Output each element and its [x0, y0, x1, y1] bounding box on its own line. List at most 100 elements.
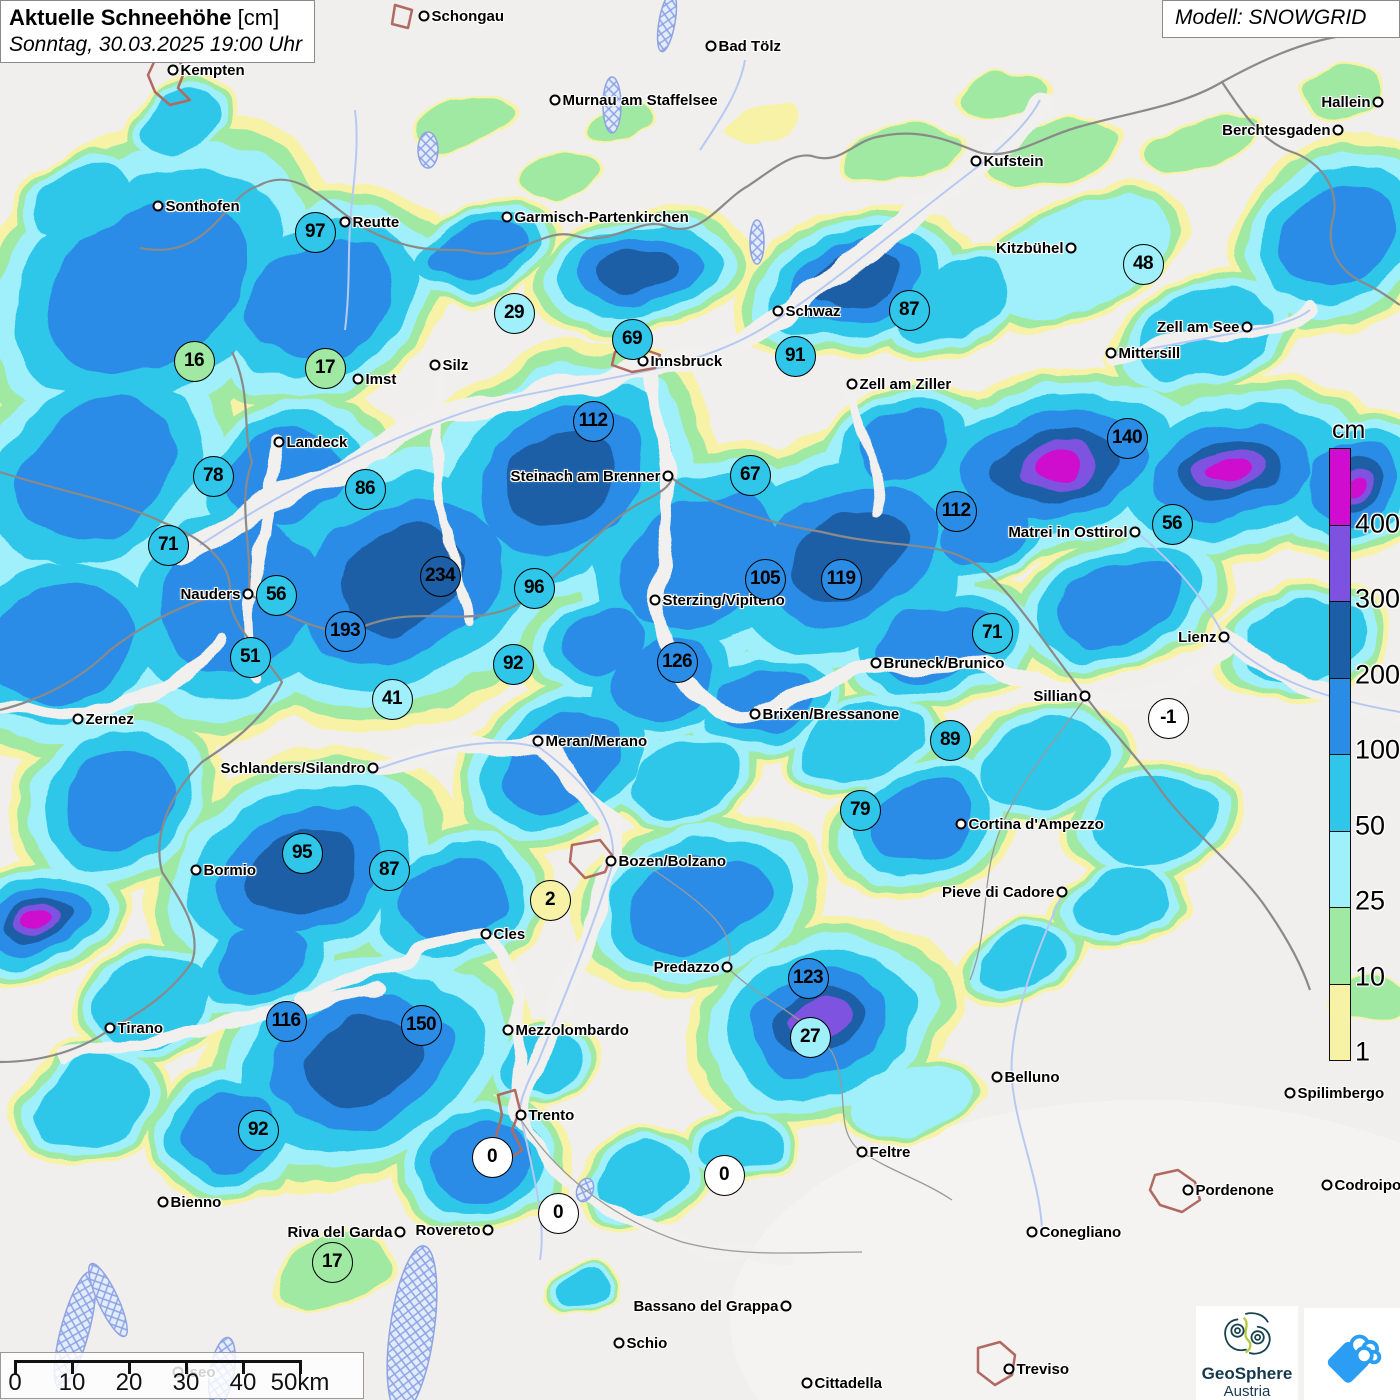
city-marker: Cortina d'Ampezzo — [955, 816, 1104, 833]
scale-bar-line — [15, 1360, 300, 1363]
city-marker: Cles — [480, 926, 525, 943]
city-label: Pordenone — [1195, 1181, 1274, 1199]
city-label: Murnau am Staffelsee — [562, 91, 718, 109]
station-snow-depth-bubble: 87 — [368, 849, 410, 891]
city-label: Rovereto — [415, 1221, 481, 1239]
legend-tick-label: 300 — [1355, 583, 1400, 614]
city-dot-icon — [1079, 690, 1091, 702]
city-marker: Steinach am Brenner — [510, 468, 674, 485]
city-dot-icon — [157, 1196, 169, 1208]
legend-tick-label: 100 — [1355, 734, 1400, 765]
city-dot-icon — [367, 762, 379, 774]
city-label: Bruneck/Brunico — [883, 654, 1005, 672]
city-label: Bozen/Bolzano — [618, 852, 727, 870]
legend-tick-label: 1 — [1355, 1036, 1371, 1067]
city-label: Predazzo — [653, 958, 720, 976]
legend-tick-label: 10 — [1355, 961, 1386, 991]
city-dot-icon — [1372, 96, 1384, 108]
city-marker: Meran/Merano — [532, 733, 647, 750]
station-snow-depth-bubble: 112 — [572, 400, 614, 442]
legend-colorbar — [1329, 448, 1351, 1061]
city-dot-icon — [955, 818, 967, 830]
city-marker: Rovereto — [415, 1222, 494, 1239]
city-label: Riva del Garda — [287, 1223, 393, 1241]
city-label: Conegliano — [1039, 1223, 1122, 1241]
city-marker: Sterzing/Vipiteno — [649, 592, 785, 609]
city-dot-icon — [242, 588, 254, 600]
station-snow-depth-bubble: 193 — [324, 610, 366, 652]
city-label: Tirano — [117, 1019, 164, 1037]
city-marker: Garmisch-Partenkirchen — [501, 209, 689, 226]
city-label: Codroipo — [1334, 1176, 1400, 1194]
station-snow-depth-bubble: 86 — [344, 468, 386, 510]
city-label: Schio — [626, 1334, 668, 1352]
legend-segment — [1330, 754, 1350, 831]
city-dot-icon — [167, 64, 179, 76]
station-snow-depth-bubble: 91 — [774, 335, 816, 377]
geosphere-logo-text: GeoSphere — [1201, 1364, 1293, 1383]
mountain-cloud-icon — [1327, 1334, 1382, 1383]
station-snow-depth-bubble: 71 — [971, 612, 1013, 654]
legend-segment — [1330, 601, 1350, 678]
city-marker: Reutte — [339, 214, 399, 231]
city-marker: Brixen/Bressanone — [749, 706, 899, 723]
scale-tick-label: 10 — [58, 1369, 86, 1396]
city-label: Berchtesgaden — [1222, 121, 1331, 139]
station-snow-depth-bubble: 92 — [492, 643, 534, 685]
city-label: Bormio — [203, 861, 257, 879]
legend-tick-label: 50 — [1355, 810, 1386, 840]
title-text: Aktuelle Schneehöhe — [9, 5, 232, 30]
station-snow-depth-bubble: 69 — [611, 318, 653, 360]
station-snow-depth-bubble: 126 — [656, 641, 698, 683]
city-label: Pieve di Cadore — [941, 883, 1055, 901]
city-dot-icon — [721, 961, 733, 973]
station-snow-depth-bubble: 95 — [281, 832, 323, 874]
legend-tick-label: 400 — [1355, 508, 1400, 538]
city-marker: Feltre — [856, 1144, 910, 1161]
station-snow-depth-bubble: 96 — [513, 567, 555, 609]
station-snow-depth-bubble: 112 — [935, 490, 977, 532]
city-label: Sonthofen — [165, 197, 240, 215]
city-marker: Tirano — [104, 1020, 163, 1037]
station-snow-depth-bubble: 105 — [744, 558, 786, 600]
city-marker: Bormio — [190, 862, 256, 879]
city-dot-icon — [1218, 631, 1230, 643]
city-dot-icon — [532, 735, 544, 747]
station-snow-depth-bubble: 29 — [493, 292, 535, 334]
legend-segment — [1330, 830, 1350, 907]
city-marker: Bozen/Bolzano — [605, 853, 726, 870]
city-dot-icon — [1026, 1226, 1038, 1238]
map-datetime: Sonntag, 30.03.2025 19:00 Uhr — [9, 32, 303, 56]
station-snow-depth-bubble: -1 — [1147, 697, 1189, 739]
city-marker: Bruneck/Brunico — [870, 655, 1004, 672]
city-label: Belluno — [1004, 1068, 1060, 1086]
city-label: Schwaz — [785, 302, 841, 320]
city-marker: Kufstein — [970, 153, 1044, 170]
station-snow-depth-bubble: 79 — [839, 789, 881, 831]
city-marker: Mezzolombardo — [502, 1022, 629, 1039]
city-label: Brixen/Bressanone — [762, 705, 900, 723]
avalanche-service-logo — [1304, 1308, 1400, 1400]
station-snow-depth-bubble: 234 — [419, 555, 461, 597]
scale-tick — [299, 1360, 302, 1374]
scale-tick-label: 30 — [172, 1369, 200, 1396]
geosphere-austria-logo: GeoSphere Austria — [1196, 1306, 1298, 1400]
city-label: Spilimbergo — [1297, 1084, 1385, 1102]
city-marker: Predazzo — [654, 959, 733, 976]
city-label: Sillian — [1033, 687, 1078, 705]
city-dot-icon — [991, 1071, 1003, 1083]
city-dot-icon — [1065, 242, 1077, 254]
city-label: Garmisch-Partenkirchen — [514, 208, 689, 226]
city-label: Landeck — [286, 433, 348, 451]
city-dot-icon — [152, 200, 164, 212]
station-snow-depth-bubble: 123 — [787, 957, 829, 999]
legend-segment — [1330, 907, 1350, 984]
city-dot-icon — [104, 1022, 116, 1034]
city-label: Mezzolombardo — [515, 1021, 629, 1039]
city-marker: Riva del Garda — [287, 1224, 406, 1241]
scale-tick — [185, 1360, 188, 1374]
scale-tick-label: 40 — [229, 1369, 257, 1396]
scale-tick — [71, 1360, 74, 1374]
city-marker: Codroipo — [1321, 1177, 1400, 1194]
city-dot-icon — [780, 1300, 792, 1312]
